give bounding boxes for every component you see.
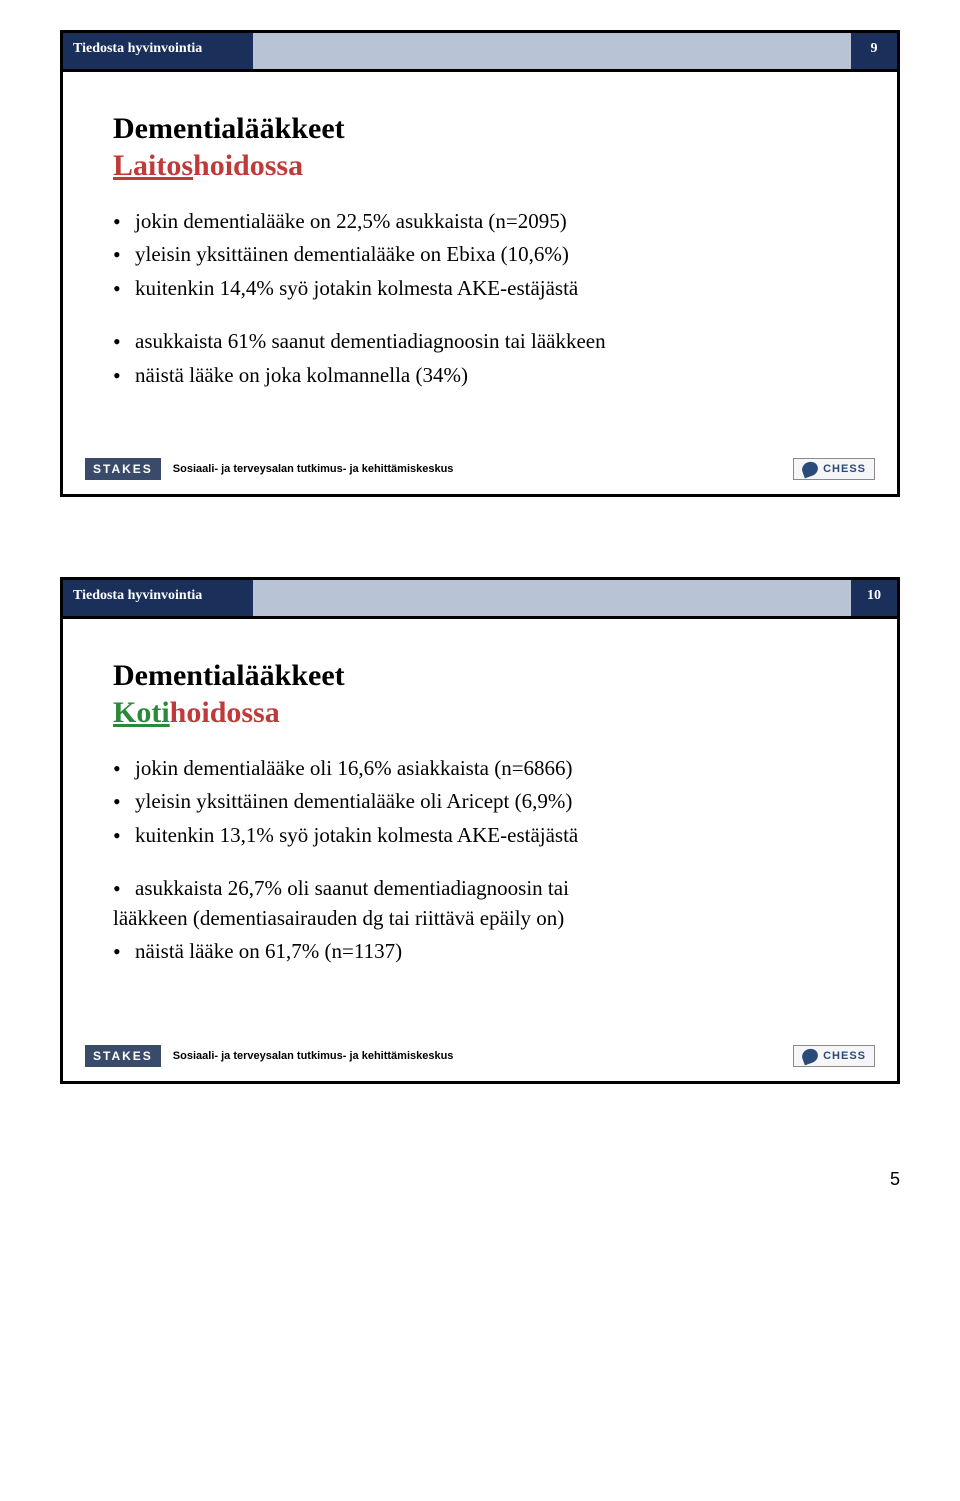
footer-text: Sosiaali- ja terveysalan tutkimus- ja ke… <box>173 1050 454 1062</box>
slide-body: Dementialääkkeet Laitoshoidossa jokin de… <box>63 72 897 452</box>
subtitle-underline: Koti <box>113 696 170 729</box>
bullet-item: kuitenkin 14,4% syö jotakin kolmesta AKE… <box>113 274 847 303</box>
stakes-logo: STAKES <box>85 1045 161 1067</box>
bullet-item: näistä lääke on joka kolmannella (34%) <box>113 361 847 390</box>
bullet-item: kuitenkin 13,1% syö jotakin kolmesta AKE… <box>113 821 847 850</box>
page-number: 5 <box>890 1169 900 1190</box>
bullet-group: jokin dementialääke on 22,5% asukkaista … <box>113 207 847 303</box>
slide-footer: STAKES Sosiaali- ja terveysalan tutkimus… <box>63 452 897 494</box>
bullet-item: jokin dementialääke on 22,5% asukkaista … <box>113 207 847 236</box>
slide-header: Tiedosta hyvinvointia 9 <box>63 33 897 72</box>
bullet-item: asukkaista 26,7% oli saanut dementiadiag… <box>113 874 847 903</box>
slide-frame: Tiedosta hyvinvointia 10 Dementialääkkee… <box>60 577 900 1084</box>
bullet-continuation: lääkkeen (dementiasairauden dg tai riitt… <box>113 904 847 933</box>
chess-text: CHESS <box>823 1050 866 1062</box>
bullet-group: jokin dementialääke oli 16,6% asiakkaist… <box>113 754 847 850</box>
header-left-label: Tiedosta hyvinvointia <box>63 33 253 69</box>
bullet-item: näistä lääke on 61,7% (n=1137) <box>113 937 847 966</box>
slide-number: 10 <box>851 580 897 616</box>
chess-swoosh-icon <box>800 1047 820 1066</box>
subtitle-plain: hoidossa <box>170 696 280 729</box>
footer-left: STAKES Sosiaali- ja terveysalan tutkimus… <box>85 1045 453 1067</box>
slide-frame: Tiedosta hyvinvointia 9 Dementialääkkeet… <box>60 30 900 497</box>
subtitle-underline: Laitos <box>113 149 193 182</box>
slide-number: 9 <box>851 33 897 69</box>
header-left-label: Tiedosta hyvinvointia <box>63 580 253 616</box>
slide-body: Dementialääkkeet Kotihoidossa jokin deme… <box>63 619 897 1039</box>
chess-logo: CHESS <box>793 458 875 480</box>
subtitle-plain: hoidossa <box>193 149 303 182</box>
header-mid-bar <box>253 33 851 69</box>
bullet-group: asukkaista 26,7% oli saanut dementiadiag… <box>113 874 847 903</box>
bullet-group: asukkaista 61% saanut dementiadiagnoosin… <box>113 327 847 390</box>
footer-text: Sosiaali- ja terveysalan tutkimus- ja ke… <box>173 463 454 475</box>
bullet-item: yleisin yksittäinen dementialääke on Ebi… <box>113 240 847 269</box>
chess-text: CHESS <box>823 463 866 475</box>
slide-header: Tiedosta hyvinvointia 10 <box>63 580 897 619</box>
chess-swoosh-icon <box>800 460 820 479</box>
bullet-item: jokin dementialääke oli 16,6% asiakkaist… <box>113 754 847 783</box>
header-mid-bar <box>253 580 851 616</box>
slide-subtitle: Laitoshoidossa <box>113 149 847 184</box>
slide-subtitle: Kotihoidossa <box>113 696 847 731</box>
bullet-item: yleisin yksittäinen dementialääke oli Ar… <box>113 787 847 816</box>
chess-logo: CHESS <box>793 1045 875 1067</box>
footer-left: STAKES Sosiaali- ja terveysalan tutkimus… <box>85 458 453 480</box>
bullet-group: näistä lääke on 61,7% (n=1137) <box>113 937 847 966</box>
page: Tiedosta hyvinvointia 9 Dementialääkkeet… <box>0 0 960 1204</box>
bullet-item: asukkaista 61% saanut dementiadiagnoosin… <box>113 327 847 356</box>
stakes-logo: STAKES <box>85 458 161 480</box>
slide-footer: STAKES Sosiaali- ja terveysalan tutkimus… <box>63 1039 897 1081</box>
slide-title: Dementialääkkeet <box>113 112 847 147</box>
slide-title: Dementialääkkeet <box>113 659 847 694</box>
